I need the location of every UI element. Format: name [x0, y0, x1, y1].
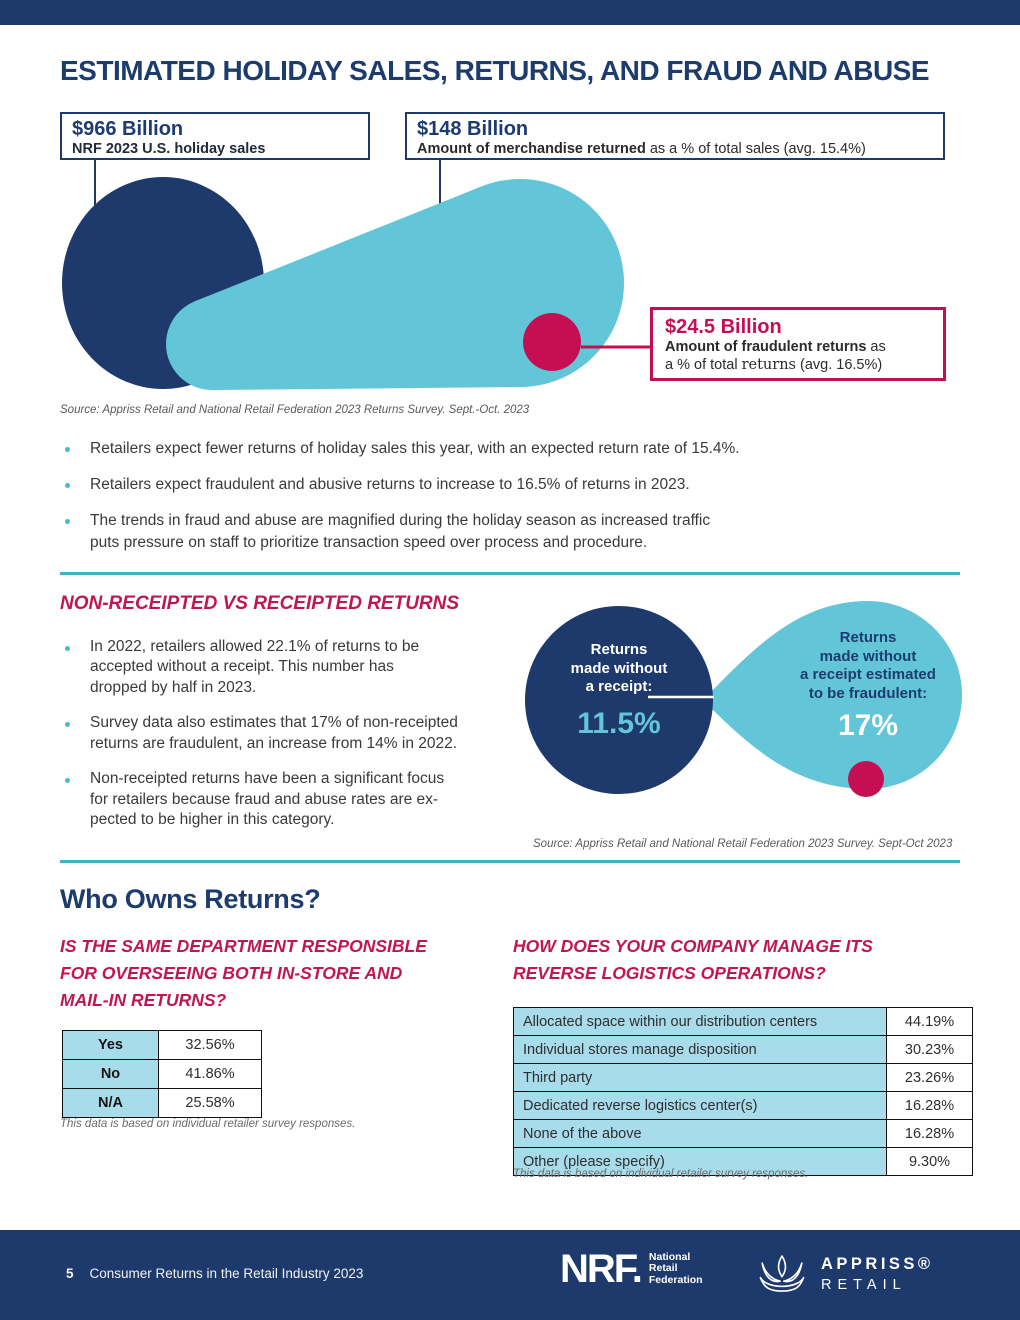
- callout-merchandise-returned: $148 Billion Amount of merchandise retur…: [405, 112, 945, 160]
- table-row-value: 32.56%: [158, 1030, 262, 1060]
- table-row-label: Third party: [513, 1063, 887, 1092]
- appriss-logo-sub: RETAIL: [821, 1277, 907, 1293]
- fraudulent-value: 17%: [837, 709, 899, 743]
- no-receipt-value: 11.5%: [577, 706, 661, 740]
- bullet-item: In 2022, retailers allowed 22.1% of retu…: [60, 637, 530, 698]
- fraudulent-label: Returns made without a receipt estimated…: [800, 629, 936, 702]
- no-receipt-circle: [525, 606, 713, 794]
- who-owns-returns-title: Who Owns Returns?: [60, 884, 321, 914]
- desc-regular-part: (avg. 16.5%): [795, 356, 883, 373]
- desc-regular-part: as a % of total sales (avg. 15.4%): [645, 141, 866, 157]
- table-row-label: Yes: [62, 1030, 159, 1060]
- nrf-logo-acronym: NRF.: [560, 1247, 643, 1291]
- page-number: 5: [66, 1266, 74, 1281]
- non-receipted-heading: NON-RECEIPTED VS RECEIPTED RETURNS: [60, 593, 460, 614]
- table-row: Allocated space within our distribution …: [513, 1007, 973, 1036]
- appriss-logo-name: APPRISS®: [821, 1255, 934, 1273]
- table-row: Other (please specify) 9.30%: [513, 1147, 973, 1176]
- table-row-value: 30.23%: [886, 1035, 973, 1064]
- table-row: None of the above 16.28%: [513, 1119, 973, 1148]
- same-department-table: Yes 32.56% No 41.86% N/A 25.58%: [62, 1030, 262, 1118]
- footer-page-info: 5 Consumer Returns in the Retail Industry…: [66, 1266, 363, 1281]
- table-row: No 41.86%: [62, 1059, 262, 1089]
- returns-circle: [416, 179, 624, 387]
- desc-serif-part: returns: [741, 356, 796, 373]
- holiday-sales-infographic: [62, 160, 652, 390]
- callout-fraudulent-returns-desc-line2: a % of total returns (avg. 16.5%): [665, 357, 931, 375]
- table-row-label: Dedicated reverse logistics center(s): [513, 1091, 887, 1120]
- nrf-logo-tagline: National Retail Federation: [648, 1250, 703, 1286]
- bullet-item: The trends in fraud and abuse are magnif…: [60, 510, 970, 554]
- table-row-value: 44.19%: [886, 1007, 973, 1036]
- table-row: Yes 32.56%: [62, 1030, 262, 1060]
- table-row: Third party 23.26%: [513, 1063, 973, 1092]
- fraud-dot: [848, 761, 884, 797]
- table-row-value: 23.26%: [886, 1063, 973, 1092]
- section-divider: [60, 860, 960, 863]
- table-row-label: Allocated space within our distribution …: [513, 1007, 887, 1036]
- desc-bold-part: Amount of merchandise returned: [417, 141, 646, 157]
- table-row-label: N/A: [62, 1088, 159, 1118]
- bullet-item: Survey data also estimates that 17% of n…: [60, 713, 530, 754]
- in-store-mail-in-question: IS THE SAME DEPARTMENT RESPONSIBLE FOR O…: [60, 936, 427, 1011]
- footer-bar: [0, 1230, 1020, 1320]
- fraudulent-returns-circle: [523, 313, 581, 371]
- table-row-value: 9.30%: [886, 1147, 973, 1176]
- footer-doc-title: Consumer Returns in the Retail Industry …: [89, 1266, 364, 1281]
- table-row: Dedicated reverse logistics center(s) 16…: [513, 1091, 973, 1120]
- appriss-retail-logo: APPRISS® RETAIL: [755, 1252, 934, 1296]
- desc-regular-part: a % of total: [665, 356, 742, 373]
- table-row-label: None of the above: [513, 1119, 887, 1148]
- reverse-logistics-table: Allocated space within our distribution …: [513, 1007, 973, 1176]
- appriss-logo-text: APPRISS® RETAIL: [821, 1255, 934, 1293]
- bullet-item: Non-receipted returns have been a signif…: [60, 769, 530, 830]
- callout-merchandise-returned-value: $148 Billion: [417, 118, 529, 140]
- no-receipt-label: Returns made without a receipt:: [570, 641, 668, 696]
- table-row-value: 25.58%: [158, 1088, 262, 1118]
- left-table-footnote: This data is based on individual retaile…: [60, 1118, 356, 1130]
- non-receipted-shapes: [525, 601, 962, 797]
- table-row-label: Other (please specify): [513, 1147, 887, 1176]
- callout-holiday-sales: $966 Billion NRF 2023 U.S. holiday sales: [60, 112, 370, 160]
- table-row: N/A 25.58%: [62, 1088, 262, 1118]
- section-divider: [60, 572, 960, 575]
- table-row-value: 16.28%: [886, 1119, 973, 1148]
- page-title: ESTIMATED HOLIDAY SALES, RETURNS, AND FR…: [60, 55, 930, 86]
- desc-regular-part: as: [866, 339, 886, 355]
- callout-fraudulent-returns-desc-line1: Amount of fraudulent returns as: [665, 339, 931, 357]
- reverse-logistics-question: HOW DOES YOUR COMPANY MANAGE ITS REVERSE…: [513, 936, 873, 984]
- table-row-value: 41.86%: [158, 1059, 262, 1089]
- table-row-value: 16.28%: [886, 1091, 973, 1120]
- bullet-item: Retailers expect fewer returns of holida…: [60, 438, 970, 460]
- no-receipt-bubble-text: Returns made without a receipt: 11.5%: [534, 641, 704, 741]
- appriss-crown-icon: [759, 1255, 805, 1292]
- nrf-logo: NRF. National Retail Federation: [560, 1247, 703, 1291]
- callout-fraudulent-returns: $24.5 Billion Amount of fraudulent retur…: [650, 307, 946, 381]
- non-receipted-infographic: Returns made without a receipt: 11.5% Re…: [510, 585, 980, 820]
- desc-bold-part: Amount of fraudulent returns: [665, 339, 867, 355]
- callout-holiday-sales-value: $966 Billion: [72, 118, 184, 140]
- hero-source-note: Source: Appriss Retail and National Reta…: [60, 404, 530, 416]
- table-row-label: Individual stores manage disposition: [513, 1035, 887, 1064]
- callout-fraudulent-returns-value: $24.5 Billion: [665, 316, 782, 338]
- table-row-label: No: [62, 1059, 159, 1089]
- callout-merchandise-returned-desc: Amount of merchandise returned as a % of…: [417, 141, 933, 159]
- non-receipted-source-note: Source: Appriss Retail and National Reta…: [533, 838, 953, 850]
- right-table-footnote: This data is based on individual retaile…: [513, 1168, 809, 1180]
- fraudulent-bubble-text: Returns made without a receipt estimated…: [768, 629, 968, 743]
- hero-bullet-list: Retailers expect fewer returns of holida…: [60, 438, 970, 568]
- top-bar: [0, 0, 1020, 25]
- fraudulent-teardrop-shape: [703, 601, 962, 789]
- table-row: Individual stores manage disposition 30.…: [513, 1035, 973, 1064]
- callout-holiday-sales-desc: NRF 2023 U.S. holiday sales: [72, 141, 266, 157]
- non-receipted-bullet-list: In 2022, retailers allowed 22.1% of retu…: [60, 637, 530, 845]
- bullet-item: Retailers expect fraudulent and abusive …: [60, 474, 970, 496]
